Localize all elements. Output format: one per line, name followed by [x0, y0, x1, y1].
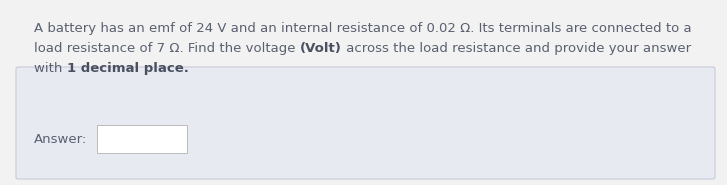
Text: with: with	[34, 62, 67, 75]
Text: load resistance of 7 Ω. Find the voltage: load resistance of 7 Ω. Find the voltage	[34, 42, 300, 55]
Text: 1 decimal place.: 1 decimal place.	[67, 62, 188, 75]
Text: (Volt): (Volt)	[300, 42, 342, 55]
Text: A battery has an emf of 24 V and an internal resistance of 0.02 Ω. Its terminals: A battery has an emf of 24 V and an inte…	[34, 22, 691, 35]
Text: Answer:: Answer:	[34, 133, 87, 146]
FancyBboxPatch shape	[97, 125, 187, 153]
FancyBboxPatch shape	[16, 67, 715, 179]
Text: across the load resistance and provide your answer: across the load resistance and provide y…	[342, 42, 691, 55]
